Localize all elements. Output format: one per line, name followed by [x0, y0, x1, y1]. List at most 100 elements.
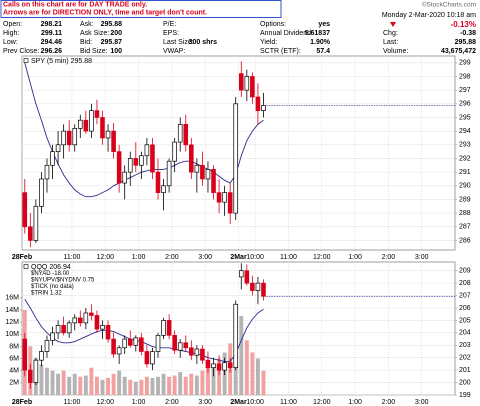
- quote-value: 100: [110, 48, 122, 55]
- candle-body: [194, 164, 200, 173]
- volume-bar: [194, 375, 199, 395]
- moving-average: [24, 62, 264, 198]
- candle-body: [222, 192, 227, 203]
- candle-body: [244, 270, 250, 284]
- legend-overlay: $TRIN 1.32: [31, 291, 62, 297]
- candle-body: [166, 160, 172, 187]
- x-tick-label: 2Mar: [230, 254, 247, 261]
- candle-body: [211, 363, 216, 369]
- y-tick-label: 295: [459, 114, 471, 121]
- candle-body: [194, 348, 200, 356]
- legend-value: 206.94: [49, 264, 71, 271]
- legend-name: QQQ: [31, 264, 48, 271]
- quote-value: -0.38: [460, 30, 476, 37]
- candle-body: [183, 123, 189, 146]
- y-tick-label: 208: [459, 280, 471, 287]
- volume-bar: [189, 373, 194, 395]
- volume-bar: [45, 367, 49, 395]
- quote-label: Last:: [383, 39, 398, 46]
- candle-body: [55, 144, 61, 152]
- candle-body: [100, 117, 105, 139]
- x-tick-label: 12:00: [97, 399, 115, 406]
- candle-body: [166, 320, 172, 336]
- volume-bar: [122, 376, 127, 395]
- candle-body: [77, 119, 83, 129]
- y-tick-label: 286: [459, 237, 471, 244]
- candle-body: [127, 338, 133, 346]
- quote-label: High:: [3, 30, 19, 37]
- logo: ©StockCharts.com: [422, 1, 476, 9]
- candle-body: [72, 128, 78, 146]
- volume-tick-label: 4M: [9, 368, 19, 375]
- candle-body: [155, 171, 161, 193]
- candle-body: [150, 144, 155, 173]
- quote-label: Ask:: [80, 21, 94, 28]
- down-arrow: [390, 22, 396, 27]
- candle-body: [72, 317, 78, 324]
- candle-body: [250, 76, 255, 98]
- volume-bar: [67, 376, 72, 395]
- volume-tick-label: 12M: [5, 319, 19, 326]
- candle-body: [28, 226, 33, 241]
- quote-value: 300 shrs: [189, 39, 218, 46]
- volume-bar: [78, 376, 83, 395]
- x-tick-label: 2:00: [165, 254, 179, 261]
- legend-icon: [23, 264, 29, 269]
- volume-bar: [172, 375, 177, 395]
- y-tick-label: 291: [459, 169, 471, 176]
- candle-body: [261, 105, 266, 111]
- y-tick-label: 288: [459, 210, 471, 217]
- candle-body: [216, 363, 222, 371]
- quote-label: Prev Close:: [3, 48, 39, 55]
- candle-body: [44, 164, 50, 180]
- candle-body: [39, 351, 44, 361]
- x-tick-label: 1:00: [132, 399, 146, 406]
- legend-overlay: $NYUPV/$NYDNV 0.75: [31, 278, 95, 284]
- quote-label: P/E:: [163, 21, 176, 28]
- x-tick-label: 2:00: [382, 254, 396, 261]
- x-tick-label: 2Mar: [230, 399, 247, 406]
- candle-body: [161, 320, 166, 336]
- x-tick-label: 1:00: [348, 399, 362, 406]
- x-tick-label: 2:00: [165, 399, 179, 406]
- candle-body: [116, 151, 122, 184]
- candle-body: [255, 96, 261, 111]
- volume-tick-label: 2M: [9, 380, 19, 387]
- volume-bar: [178, 371, 183, 395]
- volume-bar: [128, 379, 133, 395]
- candle-body: [227, 362, 233, 369]
- quote-label: Ask Size:: [80, 30, 109, 37]
- volume-bar: [261, 370, 266, 395]
- y-tick-label: 204: [459, 330, 471, 337]
- candle-body: [205, 169, 211, 180]
- candle-body: [133, 337, 139, 346]
- candle-body: [66, 322, 72, 334]
- legend-name: SPY (5 min): [31, 58, 69, 65]
- volume-bar: [56, 373, 61, 395]
- quote-table: Open: 298.21 Ask: 295.88 P/E: Options: yes High…: [3, 21, 476, 55]
- notice-line: Calls on this chart are for DAY TRADE on…: [3, 1, 147, 8]
- candle-body: [50, 332, 55, 341]
- volume-bar: [111, 373, 116, 395]
- volume-bar: [239, 316, 244, 395]
- y-tick-label: 207: [459, 292, 471, 299]
- candle-body: [216, 192, 222, 203]
- quote-label: Options:: [260, 21, 286, 28]
- volume-bar: [94, 376, 99, 395]
- quote-label: Yield:: [260, 39, 277, 46]
- candle-body: [66, 130, 72, 146]
- quote-label: Open:: [3, 21, 22, 28]
- candle-body: [250, 282, 255, 291]
- y-tick-label: 199: [459, 392, 471, 399]
- plot-area: [21, 55, 456, 251]
- candle-body: [94, 110, 100, 118]
- quote-value: 295.88: [455, 39, 477, 46]
- candle-body: [83, 312, 89, 324]
- candle-body: [177, 123, 183, 143]
- candle-body: [100, 325, 105, 330]
- x-tick-label: 3:00: [198, 254, 212, 261]
- candle-body: [22, 338, 28, 371]
- quote-value: yes: [318, 21, 330, 28]
- x-tick-label: 2:00: [382, 399, 396, 406]
